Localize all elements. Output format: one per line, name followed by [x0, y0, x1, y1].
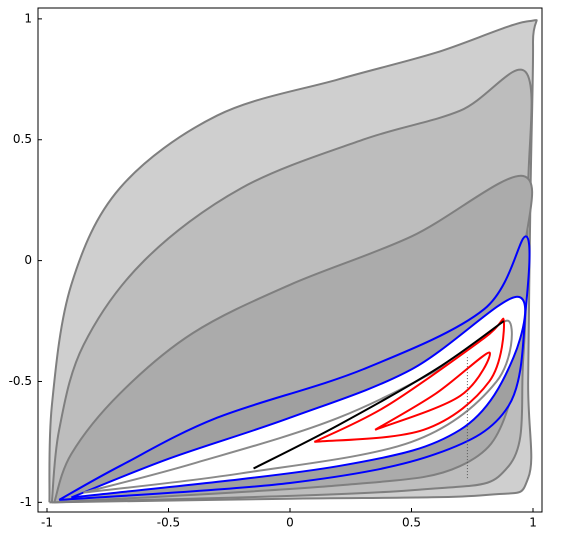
curve	[70, 295, 527, 499]
x-tick-label: -0.5	[157, 516, 180, 530]
plot-area	[48, 19, 538, 504]
y-tick-label: 0.5	[13, 132, 32, 146]
x-tick-label: 0	[286, 516, 294, 530]
y-tick-label: -0.5	[9, 374, 32, 388]
curve	[374, 351, 491, 431]
y-tick-label: 1	[24, 11, 32, 25]
curve	[253, 320, 505, 470]
y-tick-label: -1	[20, 495, 32, 509]
x-tick-label: -1	[41, 516, 53, 530]
x-tick-label: 1	[529, 516, 537, 530]
x-tick-label: 0.5	[402, 516, 421, 530]
y-tick-label: 0	[24, 253, 32, 267]
